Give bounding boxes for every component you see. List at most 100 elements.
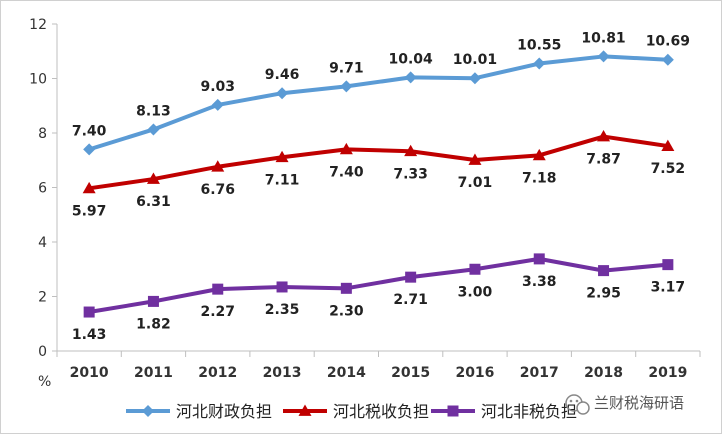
y-tick-label: 2 xyxy=(38,290,47,306)
data-label: 7.52 xyxy=(651,161,686,177)
triangle-marker xyxy=(298,404,312,416)
data-label: 9.46 xyxy=(265,67,300,83)
watermark: 兰财税海研语 xyxy=(565,394,684,415)
data-label: 7.40 xyxy=(329,164,364,180)
diamond-marker xyxy=(404,71,417,84)
legend-item-1: 河北财政负担 xyxy=(126,402,272,421)
diamond-marker xyxy=(147,123,160,136)
data-label: 9.71 xyxy=(329,60,364,76)
diamond-marker xyxy=(276,87,289,100)
y-tick-label: 0 xyxy=(38,344,47,360)
data-label: 7.11 xyxy=(265,172,300,188)
data-label: 2.35 xyxy=(265,302,300,318)
data-label: 2.30 xyxy=(329,303,364,319)
data-label: 2.95 xyxy=(586,286,621,302)
x-tick-label: 2014 xyxy=(327,365,366,381)
series-1 xyxy=(83,50,674,156)
data-label: 7.01 xyxy=(458,175,493,191)
legend: 河北财政负担 河北税收负担 河北非税负担 xyxy=(126,402,577,421)
legend-label: 河北税收负担 xyxy=(333,402,429,421)
triangle-marker xyxy=(532,148,546,161)
watermark-text: 兰财税海研语 xyxy=(594,394,684,412)
x-tick-label: 2019 xyxy=(648,365,687,381)
y-tick-label: 12 xyxy=(29,17,47,33)
square-marker xyxy=(212,283,224,295)
triangle-marker xyxy=(661,139,675,151)
diamond-marker xyxy=(142,405,154,417)
square-marker xyxy=(405,271,417,283)
triangle-marker xyxy=(211,160,225,172)
triangle-marker xyxy=(275,150,289,163)
data-label: 3.00 xyxy=(458,284,493,300)
triangle-marker xyxy=(468,153,482,165)
wechat-icon xyxy=(565,394,590,415)
data-label: 10.04 xyxy=(389,51,434,67)
data-label: 2.27 xyxy=(200,304,235,320)
data-label: 10.55 xyxy=(517,38,561,54)
series-2 xyxy=(82,130,675,194)
series-line xyxy=(87,54,670,152)
data-label: 6.76 xyxy=(200,182,235,198)
triangle-marker xyxy=(339,142,353,155)
x-tick-label: 2018 xyxy=(584,365,623,381)
y-tick-label: 6 xyxy=(38,181,47,197)
y-tick-label: 4 xyxy=(38,235,47,251)
data-label: 10.81 xyxy=(581,30,625,46)
square-marker xyxy=(83,306,95,318)
data-label: 7.33 xyxy=(393,166,428,182)
axes: 0 2 4 6 8 10 12% 2010 2011 2012 2013 2014 2015 2016 20… xyxy=(29,17,701,390)
legend-label: 河北财政负担 xyxy=(176,402,272,421)
x-tick-label: 2013 xyxy=(263,365,302,381)
data-label: 5.97 xyxy=(72,203,107,219)
diamond-marker xyxy=(211,98,224,111)
data-label: 3.38 xyxy=(522,274,557,290)
y-tick-label: 10 xyxy=(29,72,47,88)
data-label: 7.18 xyxy=(522,170,557,186)
square-marker xyxy=(340,282,352,294)
x-tick-label: 2017 xyxy=(520,365,559,381)
data-label: 3.17 xyxy=(651,280,686,296)
square-marker xyxy=(276,281,288,293)
data-label: 6.31 xyxy=(136,194,171,210)
data-label: 7.40 xyxy=(72,123,107,139)
triangle-marker xyxy=(404,144,418,157)
x-tick-label: 2012 xyxy=(198,365,237,381)
x-tick-label: 2015 xyxy=(391,365,430,381)
data-label: 8.13 xyxy=(136,103,171,119)
square-marker xyxy=(147,295,159,307)
series-line xyxy=(87,256,670,315)
square-marker xyxy=(598,265,610,277)
x-tick-label: 2010 xyxy=(70,365,109,381)
diamond-marker xyxy=(661,53,674,66)
diamond-marker xyxy=(83,143,96,156)
diamond-marker xyxy=(468,72,481,85)
triangle-marker xyxy=(82,181,96,194)
data-label: 2.71 xyxy=(393,292,428,308)
diamond-marker xyxy=(597,50,610,63)
data-label: 10.01 xyxy=(453,52,497,68)
diamond-marker xyxy=(533,57,546,70)
legend-item-2: 河北税收负担 xyxy=(283,402,429,421)
series-layer xyxy=(82,50,675,318)
y-tick-label: 8 xyxy=(38,126,47,142)
legend-label: 河北非税负担 xyxy=(481,402,577,421)
square-marker xyxy=(533,253,545,265)
square-marker xyxy=(662,259,674,271)
legend-item-3: 河北非税负担 xyxy=(431,402,577,421)
data-label: 1.82 xyxy=(136,316,171,332)
data-labels: 7.40 8.13 9.03 9.46 9.71 10.04 10.01 10.55 10.81… xyxy=(72,30,690,343)
triangle-marker xyxy=(146,172,160,184)
series-3 xyxy=(83,253,674,318)
square-marker xyxy=(469,263,481,275)
square-marker xyxy=(447,405,459,417)
data-label: 9.03 xyxy=(200,79,235,95)
series-line xyxy=(87,134,670,191)
y-axis-title: % xyxy=(38,374,51,390)
data-label: 10.69 xyxy=(646,34,690,50)
x-tick-label: 2016 xyxy=(455,365,494,381)
triangle-marker xyxy=(597,130,611,142)
diamond-marker xyxy=(340,80,353,93)
data-label: 7.87 xyxy=(586,152,621,168)
data-label: 1.43 xyxy=(72,327,107,343)
